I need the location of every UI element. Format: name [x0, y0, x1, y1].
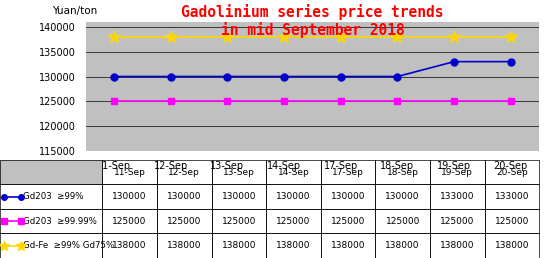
Text: 125000: 125000 — [331, 217, 365, 226]
Text: 138000: 138000 — [440, 241, 474, 250]
Text: 125000: 125000 — [440, 217, 474, 226]
Text: 14-Sep: 14-Sep — [278, 168, 309, 177]
Text: 13-Sep: 13-Sep — [223, 168, 255, 177]
Text: 11-Sep: 11-Sep — [114, 168, 145, 177]
Text: 138000: 138000 — [331, 241, 366, 250]
Text: 12-Sep: 12-Sep — [168, 168, 200, 177]
Text: 130000: 130000 — [112, 192, 147, 201]
Text: 125000: 125000 — [495, 217, 529, 226]
Text: 20-Sep: 20-Sep — [496, 168, 528, 177]
Text: 125000: 125000 — [276, 217, 311, 226]
Text: 125000: 125000 — [222, 217, 256, 226]
Text: 130000: 130000 — [331, 192, 366, 201]
Text: 17-Sep: 17-Sep — [332, 168, 364, 177]
Text: 130000: 130000 — [167, 192, 201, 201]
Text: 138000: 138000 — [222, 241, 256, 250]
Text: 125000: 125000 — [167, 217, 201, 226]
Text: Gadolinium series price trends
in mid September 2018: Gadolinium series price trends in mid Se… — [181, 4, 444, 38]
Text: 125000: 125000 — [385, 217, 420, 226]
Text: 138000: 138000 — [385, 241, 420, 250]
Text: 138000: 138000 — [276, 241, 311, 250]
Text: 138000: 138000 — [167, 241, 201, 250]
Text: Yuan/ton: Yuan/ton — [52, 6, 97, 17]
Text: 130000: 130000 — [385, 192, 420, 201]
Text: 133000: 133000 — [494, 192, 529, 201]
Text: Gd203  ≥99%: Gd203 ≥99% — [23, 192, 84, 201]
Text: 138000: 138000 — [494, 241, 529, 250]
Text: 130000: 130000 — [276, 192, 311, 201]
Text: 138000: 138000 — [112, 241, 147, 250]
Text: Gd-Fe  ≥99% Gd75%: Gd-Fe ≥99% Gd75% — [23, 241, 114, 250]
Text: 125000: 125000 — [112, 217, 147, 226]
Text: 133000: 133000 — [440, 192, 474, 201]
Text: Gd203  ≥99.99%: Gd203 ≥99.99% — [23, 217, 97, 226]
Text: 19-Sep: 19-Sep — [441, 168, 473, 177]
Text: 18-Sep: 18-Sep — [387, 168, 419, 177]
Text: 130000: 130000 — [222, 192, 256, 201]
